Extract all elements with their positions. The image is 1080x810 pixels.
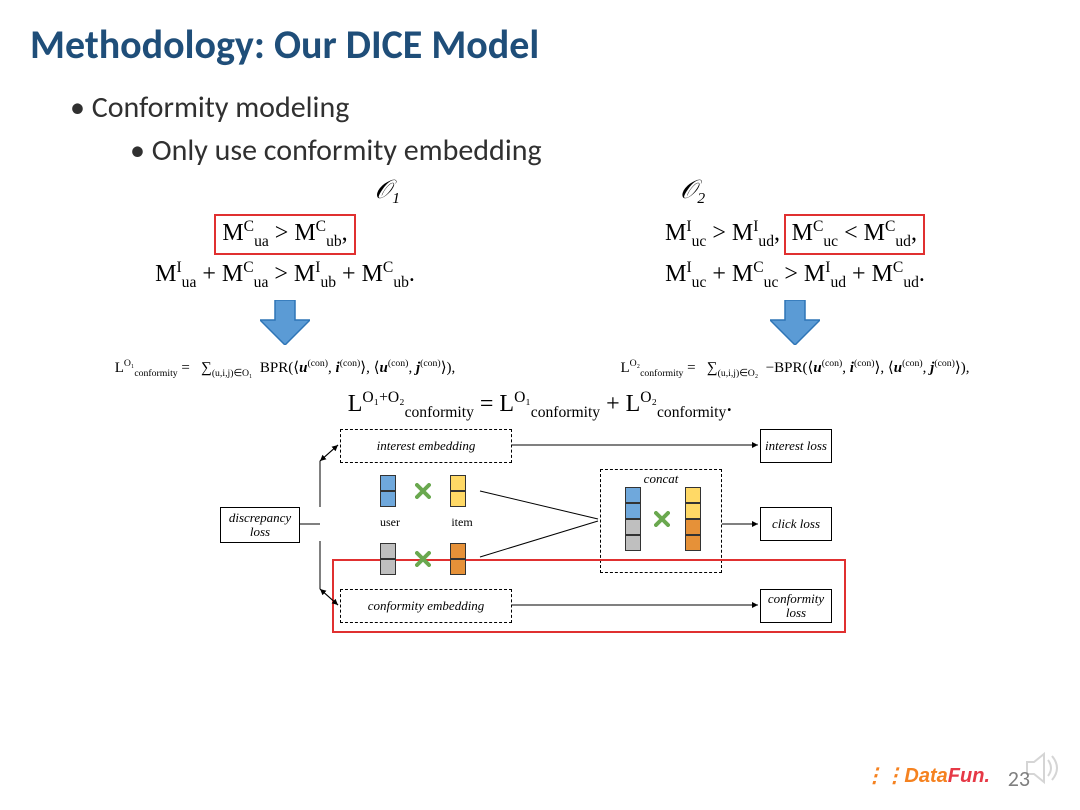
loss-combined: LO₁+O₂conformity = LO₁conformity + LO₂co… [0, 389, 1080, 422]
header-o1: 𝒪₁ [375, 175, 400, 206]
datafun-logo: ⋮⋮DataFun. [864, 763, 990, 788]
loss-o2: LO₂conformity = ∑(u,i,j)∈O₂ −BPR(⟨u(con)… [550, 358, 1040, 379]
o1-column: MCua > MCub, MIua + MCua > MIub + MCub. … [40, 214, 530, 379]
eq-o1-line2: MIua + MCua > MIub + MCub. [155, 259, 415, 292]
arrow-down-icon [770, 300, 820, 345]
slide-title: Methodology: Our DICE Model [0, 0, 1080, 79]
page-number: 23 [1008, 765, 1030, 792]
arrow-down-icon [260, 300, 310, 345]
loss-o1: LO₁conformity = ∑(u,i,j)∈O₁ BPR(⟨u(con),… [40, 358, 530, 379]
eq-o2-line2: MIuc + MCuc > MIud + MCud. [665, 259, 925, 292]
model-diagram: interest embedding conformity embedding … [220, 429, 860, 639]
eq-o2-line1-right: MCuc < MCud, [784, 214, 925, 255]
bullet-level2: Only use conformity embedding [0, 132, 1080, 169]
eq-o2-line1-left: MIuc > MIud, [665, 220, 780, 246]
header-o2: 𝒪₂ [680, 175, 705, 206]
o2-column: MIuc > MIud, MCuc < MCud, MIuc + MCuc > … [550, 214, 1040, 379]
eq-o1-line1: MCua > MCub, [214, 214, 355, 255]
bullet-level1: Conformity modeling [0, 89, 1080, 126]
diagram-arrows [220, 429, 860, 639]
